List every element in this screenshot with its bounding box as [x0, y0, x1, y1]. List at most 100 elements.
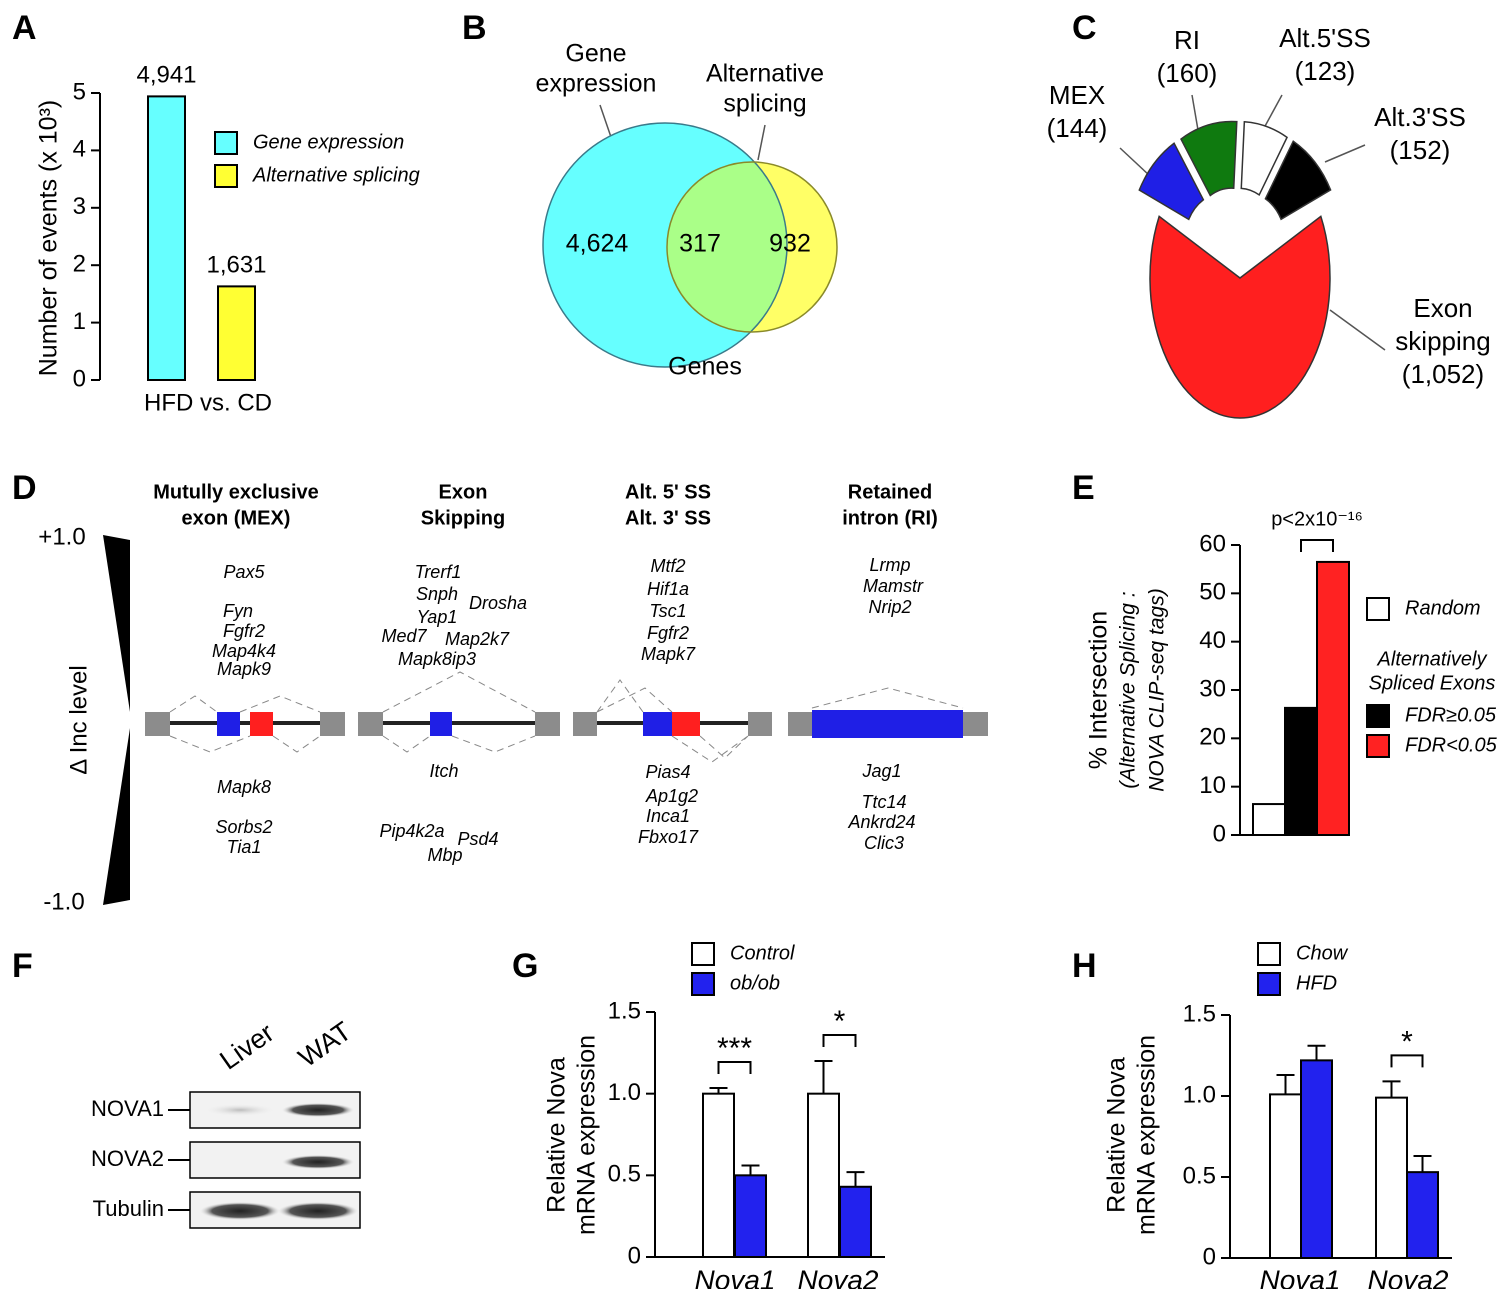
y-tick-label: 3: [73, 193, 86, 220]
y-tick-label: 4: [73, 136, 86, 163]
leader-line: [1191, 94, 1199, 131]
bar: [1269, 1093, 1302, 1259]
significance-label: *: [834, 1005, 846, 1038]
gene-label: Fbxo17: [638, 827, 699, 847]
legend-label: Gene expression: [253, 131, 404, 153]
bar: [1300, 1059, 1333, 1259]
constitutive-exon: [358, 712, 383, 736]
gene-label: Snph: [416, 584, 458, 604]
value-label: 1,631: [206, 252, 266, 279]
slice-label: Exon: [1413, 293, 1472, 323]
gene-label: Fgfr2: [647, 623, 689, 643]
retained-intron: [812, 710, 963, 738]
slice-value: (144): [1047, 113, 1108, 143]
legend-swatch: [691, 972, 715, 996]
legend-title: Spliced Exons: [1369, 672, 1496, 694]
event-type-title: intron (RI): [842, 507, 938, 529]
legend-title: Alternatively: [1377, 648, 1488, 670]
legend-swatch: [1366, 734, 1390, 758]
pie-slice: [1180, 120, 1238, 197]
gene-structures: [145, 671, 988, 763]
significance-label: *: [1401, 1025, 1413, 1058]
gene-label: Yap1: [417, 607, 458, 627]
gene-label: Mtf2: [650, 556, 685, 576]
venn-overlap: [667, 162, 787, 332]
splice-junctions: [811, 687, 964, 709]
pie-slice: [1264, 140, 1332, 221]
slice-label: MEX: [1049, 80, 1105, 110]
gene-label: Med7: [381, 626, 427, 646]
panel-letter: D: [12, 469, 37, 507]
gene-label: Tia1: [227, 837, 262, 857]
legend-swatch: [214, 131, 238, 155]
scale-axis-label: Δ Inc level: [65, 665, 92, 774]
set-label: splicing: [723, 90, 806, 118]
gene-label: Clic3: [864, 833, 904, 853]
gene-label: Map2k7: [445, 629, 510, 649]
alt-exon: [643, 712, 672, 736]
gene-label: Hif1a: [647, 579, 689, 599]
ass-structure: [573, 679, 772, 763]
gene-label: Ankrd24: [847, 812, 915, 832]
panel-letter: E: [1072, 469, 1095, 507]
y-tick-label: 0: [628, 1242, 641, 1269]
y-tick-label: 30: [1199, 675, 1226, 702]
y-axis-label: mRNA expression: [573, 1035, 601, 1235]
value-label: 4,941: [136, 62, 196, 89]
x-tick-label: HFD vs. CD: [144, 389, 272, 416]
y-tick-label: 40: [1199, 627, 1226, 654]
y-tick-label: 1.0: [608, 1079, 641, 1106]
gene-label: Ttc14: [861, 792, 906, 812]
event-type-title: Retained: [848, 481, 932, 503]
y-tick-label: 1.5: [1183, 1000, 1216, 1027]
legend-label: HFD: [1296, 972, 1337, 994]
y-tick-label: 60: [1199, 530, 1226, 557]
gene-label: Mbp: [427, 845, 462, 865]
legend-swatch: [691, 942, 715, 966]
gene-label: Trerf1: [415, 562, 462, 582]
leader-line: [1263, 94, 1283, 129]
bar: [147, 95, 186, 381]
event-type-title: exon (MEX): [182, 507, 291, 529]
pie-slice: [1240, 120, 1288, 197]
band: [282, 1103, 354, 1117]
slice-value: (152): [1390, 135, 1451, 165]
y-axis-label: NOVA CLIP-seq tags): [1146, 588, 1169, 791]
y-tick-label: 1.5: [608, 997, 641, 1024]
y-axis-label: mRNA expression: [1133, 1035, 1161, 1235]
gene-label: Jag1: [861, 761, 901, 781]
bar: [807, 1092, 840, 1258]
bar: [217, 285, 256, 382]
wedge-down: [103, 728, 130, 905]
gene-label: Pias4: [645, 762, 690, 782]
legend-label: FDR<0.05: [1405, 734, 1498, 756]
x-tick-label: Nova2: [1368, 1264, 1449, 1289]
significance-bracket: [717, 1060, 752, 1074]
gene-label: Mapk8: [217, 777, 271, 797]
legend-label: Random: [1405, 597, 1481, 619]
event-type-title: Skipping: [421, 507, 505, 529]
bar: [1375, 1096, 1408, 1259]
slice-value: (123): [1295, 56, 1356, 86]
y-tick-label: 2: [73, 251, 86, 278]
event-type-title: Alt. 5' SS: [625, 481, 711, 503]
y-tick-label: 20: [1199, 724, 1226, 751]
legend-swatch: [1366, 597, 1390, 621]
constitutive-exon: [535, 712, 560, 736]
y-tick-label: 0: [1203, 1243, 1216, 1270]
venn-count: 932: [769, 230, 811, 258]
gene-label: Lrmp: [869, 555, 910, 575]
protein-label: NOVA2: [91, 1146, 164, 1171]
y-axis-label: Relative Nova: [1103, 1057, 1131, 1213]
leader-line: [1329, 309, 1386, 351]
gene-label: Fyn: [223, 601, 253, 621]
venn-outline: [542, 122, 788, 368]
leader-line: [1119, 147, 1151, 177]
pie-slice: [1149, 215, 1331, 419]
leader-line: [599, 104, 613, 141]
mex-structure: [145, 695, 345, 753]
alt-exon: [430, 712, 452, 736]
legend-swatch: [1257, 972, 1281, 996]
constitutive-exon: [573, 712, 597, 736]
ri-structure: [788, 687, 988, 738]
